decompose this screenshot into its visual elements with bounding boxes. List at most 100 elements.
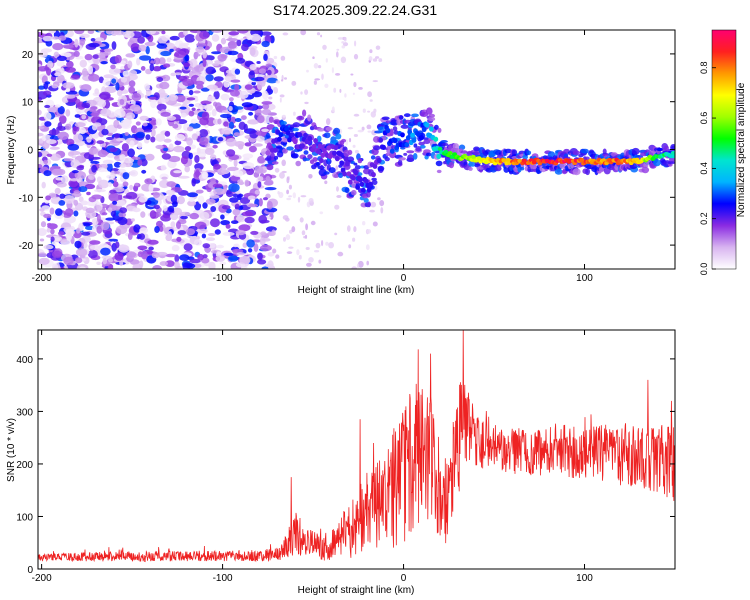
spectrogram-ridge-point [307,135,313,141]
spectrogram-cell [184,146,192,152]
spectrogram-cell [64,208,74,217]
snr-ytick-label: 200 [16,460,33,471]
spectrogram-cell [177,175,190,179]
spectrogram-cell [63,256,74,266]
spectrogram-cell [308,174,313,179]
spectrogram-cell [228,121,235,130]
spectrogram-cell [411,113,419,118]
spectrogram-cell [51,84,59,89]
spectrogram-ridge-point [405,135,411,141]
spectrogram-cell [187,200,197,207]
spectrogram-cell [354,165,361,170]
spectrogram-cell [71,170,79,174]
spectrogram-cell [380,207,384,214]
spectrogram-cell [366,260,370,266]
spectrogram-cell [357,129,364,133]
spectrogram-cell [305,247,310,250]
spectrogram-cell [43,159,49,165]
spectrogram-cell [317,128,325,132]
spectrogram-cell [186,137,194,146]
spectrogram-cell [179,211,191,217]
spectrogram-cell [267,252,275,257]
spectrogram-cell [354,149,359,154]
spectrogram-cell [189,212,199,220]
spectrogram-cell [139,227,149,234]
spectrogram-cell [40,221,47,228]
spectrogram-cell [46,222,52,227]
spectrogram-cell [119,99,125,105]
spectrogram-ridge-point [337,151,343,157]
spectrogram-cell [124,132,129,136]
spectrogram-cell [284,77,287,80]
spectrogram-cell [129,184,134,190]
spectrogram-ridge-point [297,132,303,138]
spectrogram-ridge-point [437,146,443,151]
spectrogram-cell [297,196,301,203]
spectrogram-cell [156,43,168,49]
spectrogram-cell [113,199,126,207]
snr-xtick-label: 0 [401,573,407,584]
spectrogram-cell [211,30,223,33]
spectrogram-cell [102,159,114,165]
spectrogram-cell [264,187,277,191]
spectrogram-cell [112,200,118,205]
spectrogram-cell [107,182,112,187]
spectrogram-cell [214,102,222,111]
spectrogram-cell [88,147,99,155]
spectrogram-cell [314,78,321,81]
spectrogram-cell [145,134,151,141]
spectrogram-cell [271,161,279,165]
spectrogram-cell [199,211,210,220]
spectrogram-cell [428,113,435,118]
spectrogram-cell [318,259,322,264]
spectrogram-cell [148,246,154,251]
spectrogram-cell [239,197,251,204]
spectrogram-cell [170,221,176,228]
spectrogram-cell [123,157,135,164]
spectrogram-cell [358,87,363,90]
spectrogram-cell [89,108,95,113]
spectrogram-cell [204,104,213,111]
spectrogram-cell [325,126,333,131]
spectrogram-ridge-point [278,132,284,138]
spectrogram-cell [194,239,202,246]
spectrogram-cell [368,56,373,62]
spectrogram-cell [189,258,201,264]
spectrogram-cell [194,97,199,102]
spectrogram-cell [160,214,172,222]
spectrogram-cell [176,196,185,205]
spectrogram-cell [74,257,83,264]
spectrogram-cell [163,138,172,143]
spectrogram-cell [52,263,59,269]
spectrogram-ridge-point [359,181,365,187]
spectrogram-cell [197,195,205,205]
spectrogram-cell [220,220,231,226]
spectrogram-cell [194,103,203,108]
spectrogram-ridge-point [353,170,359,176]
spectrogram-cell [251,81,256,86]
spectrogram-cell [221,127,233,135]
spectrogram-cell [63,158,74,162]
spectrogram-cell [437,127,442,133]
spectrogram-cell [57,131,69,140]
spectrogram-cell [194,221,207,230]
spectrogram-cell [589,149,594,154]
spectrogram-cell [468,161,477,167]
spectrogram-cell [64,94,76,99]
spectrogram-cell [94,37,105,42]
spectrogram-cell [367,91,372,98]
spectrogram-cell [225,69,233,74]
spectrogram-cell [547,151,556,158]
spectrogram-cell [273,87,279,94]
spectrogram-cell [131,92,142,102]
spectrogram-cell [141,169,147,174]
spectrogram-cell [88,173,95,181]
spectrogram-cell [165,260,175,267]
spectrogram-ridge-point [284,126,289,132]
spectrogram-cell [631,147,640,155]
spectrogram-cell [157,96,170,103]
spectrogram-cell [283,237,286,242]
spectrogram-cell [307,154,313,160]
